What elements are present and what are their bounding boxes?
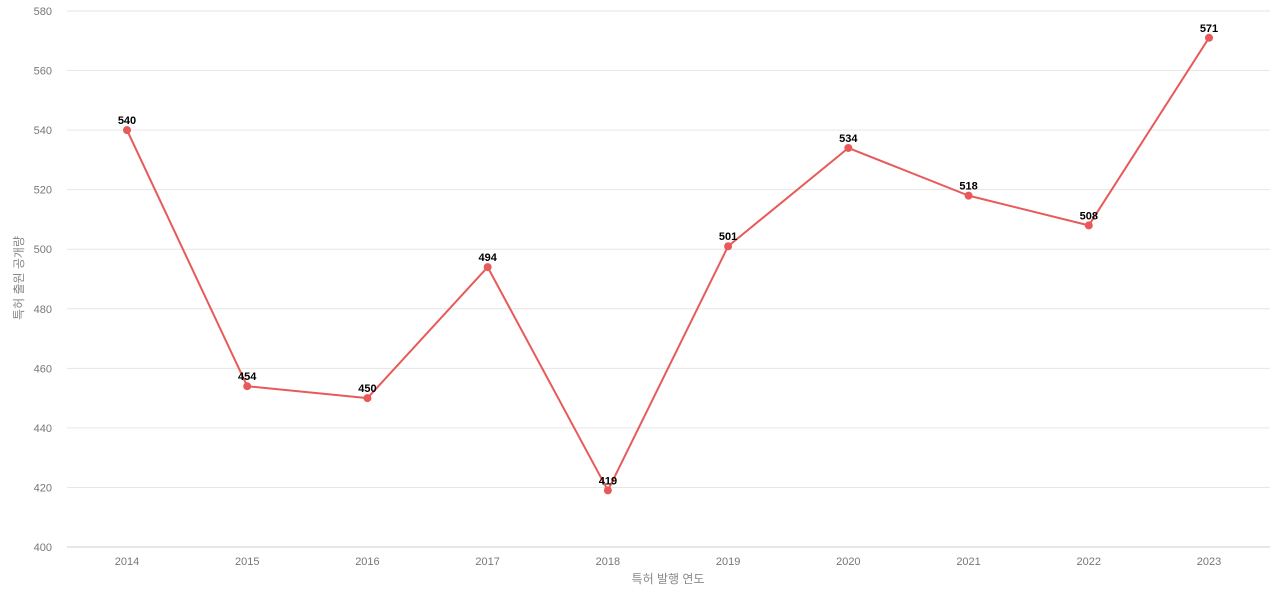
data-labels: 540 454 450 494 419 501 534 518 508 571 — [118, 23, 1218, 488]
y-tick-label: 540 — [34, 125, 52, 137]
y-tick-label: 460 — [34, 363, 52, 375]
x-tick-label: 2015 — [235, 556, 259, 568]
y-axis-title: 특허 출원 공개량 — [12, 236, 26, 320]
y-tick-label: 500 — [34, 244, 52, 256]
series-line — [126, 37, 1210, 492]
data-label: 419 — [599, 475, 617, 487]
y-tick-label: 580 — [34, 6, 52, 18]
grid-lines — [67, 10, 1270, 548]
y-tick-label: 480 — [34, 304, 52, 316]
data-label: 540 — [118, 115, 136, 127]
x-axis-title: 특허 발행 연도 — [632, 571, 705, 586]
x-tick-label: 2023 — [1197, 556, 1221, 568]
data-label: 494 — [478, 252, 497, 264]
data-point — [363, 394, 372, 403]
data-point — [844, 143, 853, 152]
data-point — [483, 263, 492, 272]
data-point — [1205, 33, 1213, 42]
data-label: 454 — [238, 371, 257, 383]
x-axis-ticks: 2014 2015 2016 2017 2018 2019 2020 2021 2022 2023 — [115, 556, 1221, 568]
y-axis-ticks: 400 420 440 460 480 500 520 540 560 580 — [34, 6, 52, 554]
y-tick-label: 440 — [34, 423, 52, 435]
x-tick-label: 2016 — [355, 556, 379, 568]
data-label: 450 — [358, 383, 376, 395]
data-point — [1084, 221, 1093, 230]
y-tick-label: 400 — [34, 542, 52, 554]
x-tick-label: 2021 — [956, 556, 980, 568]
x-tick-label: 2014 — [115, 556, 139, 568]
y-tick-label: 420 — [34, 482, 52, 494]
data-label: 518 — [959, 181, 977, 193]
y-tick-label: 560 — [34, 66, 52, 78]
data-point — [724, 242, 733, 251]
data-point — [123, 126, 131, 135]
series-line-group — [123, 33, 1213, 495]
data-label: 508 — [1080, 210, 1098, 222]
y-tick-label: 520 — [34, 185, 52, 197]
data-label: 501 — [719, 231, 737, 243]
x-tick-label: 2020 — [836, 556, 860, 568]
data-label: 571 — [1200, 23, 1218, 35]
data-point — [243, 382, 252, 391]
data-label: 534 — [839, 133, 858, 145]
x-tick-label: 2018 — [596, 556, 620, 568]
data-point — [964, 191, 973, 200]
x-tick-label: 2017 — [475, 556, 499, 568]
x-tick-label: 2019 — [716, 556, 740, 568]
x-tick-label: 2022 — [1077, 556, 1101, 568]
data-point — [603, 486, 612, 495]
